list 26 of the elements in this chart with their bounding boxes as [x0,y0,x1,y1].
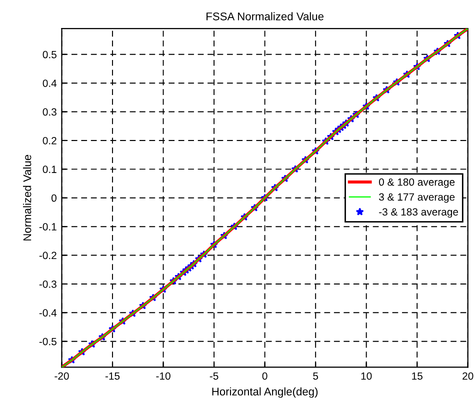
legend-label: 0 & 180 average [379,178,455,188]
y-tick-label: 0 [52,194,56,202]
x-tick-label: -15 [105,372,120,380]
y-tick-label: 0.1 [42,166,56,174]
y-tick-label: 0.2 [42,136,56,144]
y-tick-label: -0.5 [39,338,56,346]
x-tick-label: -20 [54,372,69,380]
legend-label: 3 & 177 average [378,193,455,203]
x-tick-label: 20 [462,372,474,380]
y-tick-label: -0.1 [39,223,56,230]
y-tick-label: -0.2 [39,252,56,260]
x-tick-label: 10 [361,372,372,380]
legend-label: -3 & 183 average [379,208,458,218]
x-tick-label: 5 [313,372,318,380]
y-tick-label: -0.3 [39,280,56,288]
y-tick-label: -0.4 [39,309,57,317]
y-tick-label: 0.3 [42,108,56,116]
x-tick-label: 0 [262,372,268,380]
y-tick-label: 0.4 [42,80,57,87]
y-tick-label: 0.5 [42,50,56,58]
x-axis-title: Horizontal Angle(deg) [212,387,318,398]
x-tick-label: -5 [210,372,218,380]
x-tick-label: -10 [156,372,170,380]
y-axis-title: Normalized Value [23,154,32,240]
chart-title: FSSA Normalized Value [206,12,324,20]
x-tick-label: 15 [412,372,422,380]
